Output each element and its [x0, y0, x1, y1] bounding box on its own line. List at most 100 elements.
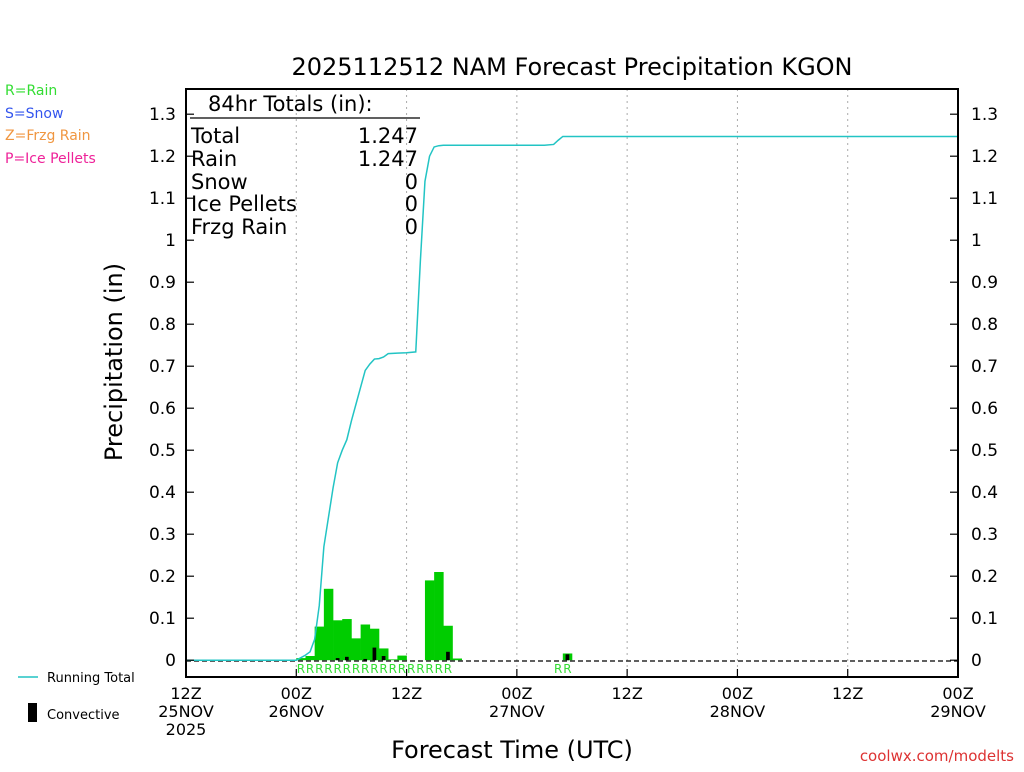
y-tick-label-left: 1.2 — [149, 147, 176, 167]
convective-bar — [372, 647, 377, 661]
y-tick-label-left: 0.9 — [149, 273, 176, 293]
y-tick-label-right: 0.3 — [971, 525, 998, 545]
y-tick-label-left: 0.4 — [149, 483, 176, 503]
precip-type-marker: R — [297, 662, 305, 676]
precip-type-marker: R — [425, 662, 433, 676]
x-tick-label: 26NOV — [268, 702, 324, 721]
y-tick-label-right: 0.7 — [971, 357, 998, 377]
x-tick-label: 25NOV — [158, 702, 214, 721]
y-tick-label-right: 1.2 — [971, 147, 998, 167]
precip-bar — [369, 628, 380, 661]
y-tick-label-left: 0.1 — [149, 609, 176, 629]
x-tick-label: 00Z — [501, 684, 532, 703]
x-tick-label: 29NOV — [930, 702, 986, 721]
y-axis-ticks: 0 00.1 0.10.2 0.20.3 0.30.4 0.40.5 0.50.6 0.60.… — [149, 105, 998, 671]
precip-bar — [333, 620, 343, 661]
precip-type-marker: R — [398, 662, 406, 676]
convective-legend-label: Convective — [47, 708, 120, 723]
totals-header: 84hr Totals (in): — [208, 92, 373, 116]
precip-type-marker: R — [370, 662, 378, 676]
convective-bar — [335, 658, 340, 661]
legend-frzg-rain: Z=Frzg Rain — [5, 128, 91, 144]
convective-bar — [345, 656, 349, 661]
legend-snow: S=Snow — [5, 106, 63, 122]
convective-bar — [363, 658, 368, 661]
totals-label-total: Total — [190, 124, 240, 148]
y-tick-label-right: 1.3 — [971, 105, 998, 125]
x-tick-label: 12Z — [832, 684, 863, 703]
y-axis-label: Precipitation (in) — [100, 263, 128, 461]
legend-ice-pellets: P=Ice Pellets — [5, 151, 96, 167]
y-tick-label-left: 0.3 — [149, 525, 176, 545]
precip-type-marker: R — [333, 662, 341, 676]
totals-label-ice-pellets: Ice Pellets — [191, 192, 297, 216]
x-axis-label: Forecast Time (UTC) — [391, 736, 633, 764]
y-tick-label-left: 0.8 — [149, 315, 176, 335]
totals-box: 84hr Totals (in): Total 1.247 Rain 1.247… — [190, 92, 420, 239]
precip-type-marker: R — [343, 662, 351, 676]
precip-type-marker: R — [435, 662, 443, 676]
convective-bar — [446, 651, 450, 661]
precip-bar — [351, 638, 361, 661]
precip-bar — [452, 658, 463, 661]
precip-bar — [305, 656, 315, 661]
precip-type-marker: R — [315, 662, 323, 676]
convective-bar — [565, 654, 570, 661]
y-tick-label-left: 0 — [165, 651, 176, 671]
precip-type-marker: R — [416, 662, 424, 676]
totals-value-rain: 1.247 — [358, 147, 418, 171]
precip-bar — [434, 572, 444, 661]
plot-frame — [185, 88, 959, 678]
chart-title: 2025112512 NAM Forecast Precipitation KG… — [291, 53, 852, 81]
y-tick-label-left: 1.3 — [149, 105, 176, 125]
totals-label-snow: Snow — [191, 170, 248, 194]
convective-bar — [381, 656, 386, 661]
totals-value-snow: 0 — [405, 170, 418, 194]
y-tick-label-right: 0.8 — [971, 315, 998, 335]
y-tick-label-right: 0.6 — [971, 399, 998, 419]
precip-bar — [379, 648, 389, 661]
x-tick-label: 28NOV — [710, 702, 766, 721]
precip-bar — [314, 626, 325, 661]
totals-value-ice-pellets: 0 — [405, 192, 418, 216]
precip-bar — [388, 659, 398, 661]
precip-bar — [296, 658, 306, 661]
series-legend: Running Total Convective — [18, 671, 135, 723]
precip-type-marker: R — [407, 662, 415, 676]
precip-bar — [360, 624, 371, 661]
x-tick-label: 12Z — [391, 684, 422, 703]
y-tick-label-left: 0.7 — [149, 357, 176, 377]
running-total-legend-label: Running Total — [47, 671, 135, 686]
precip-type-marker: R — [389, 662, 397, 676]
x-tick-label: 00Z — [942, 684, 973, 703]
legend-rain: R=Rain — [5, 83, 57, 99]
precip-type-marker: R — [379, 662, 387, 676]
y-tick-label-right: 0.9 — [971, 273, 998, 293]
x-tick-label: 2025 — [166, 720, 207, 739]
y-tick-label-left: 1.1 — [149, 189, 176, 209]
x-tick-label: 27NOV — [489, 702, 545, 721]
y-tick-label-right: 0 — [971, 651, 982, 671]
precip-bar — [323, 588, 334, 661]
y-tick-label-right: 1 — [971, 231, 982, 251]
x-tick-label: 12Z — [611, 684, 642, 703]
precip-bar — [424, 580, 435, 661]
precip-type-legend: R=Rain S=Snow Z=Frzg Rain P=Ice Pellets — [5, 83, 96, 167]
y-tick-label-right: 0.2 — [971, 567, 998, 587]
credit-text: coolwx.com/modelts — [860, 747, 1014, 765]
precip-bars — [296, 572, 573, 661]
y-tick-label-left: 0.2 — [149, 567, 176, 587]
totals-value-frzg-rain: 0 — [405, 215, 418, 239]
precip-type-marker: R — [554, 662, 562, 676]
y-tick-label-right: 0.4 — [971, 483, 998, 503]
y-tick-label-right: 0.5 — [971, 441, 998, 461]
x-tick-label: 12Z — [170, 684, 201, 703]
precip-type-marker: R — [324, 662, 332, 676]
totals-label-rain: Rain — [191, 147, 237, 171]
y-tick-label-right: 1.1 — [971, 189, 998, 209]
totals-label-frzg-rain: Frzg Rain — [191, 215, 287, 239]
y-tick-label-right: 0.1 — [971, 609, 998, 629]
